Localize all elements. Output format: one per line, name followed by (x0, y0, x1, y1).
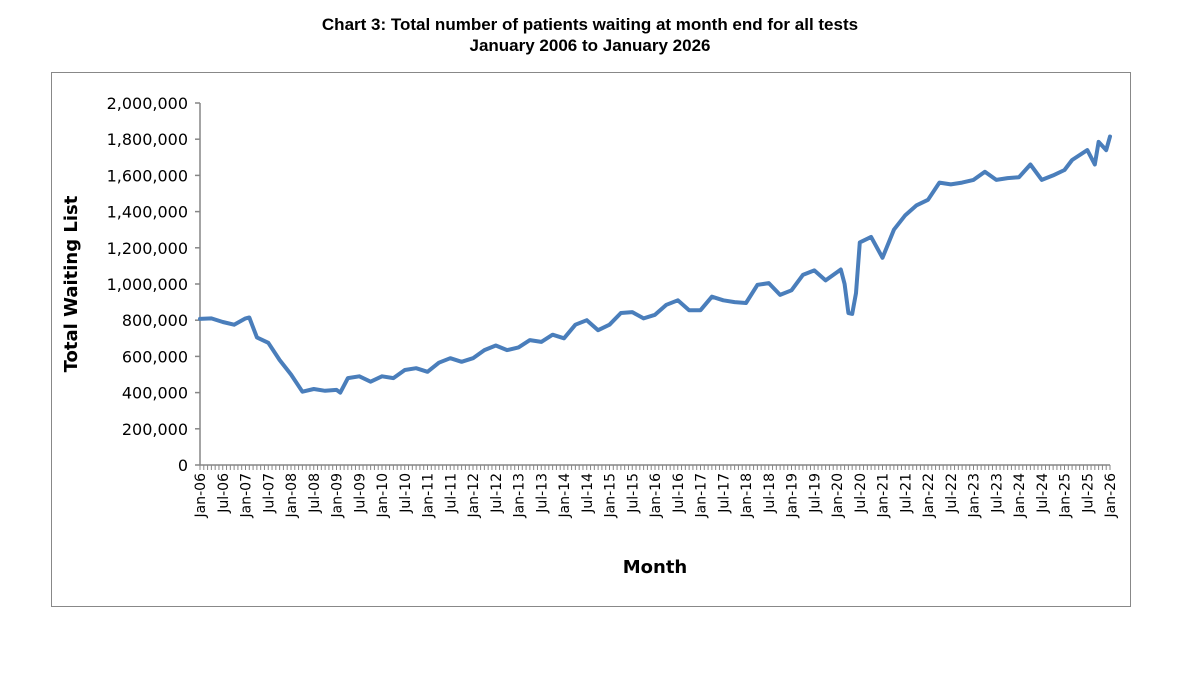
x-tick-label: Jan-08 (284, 473, 300, 518)
x-tick-label: Jul-11 (443, 473, 459, 514)
y-tick-label: 800,000 (122, 311, 188, 330)
x-tick-label: Jul-14 (580, 473, 596, 514)
x-tick-label: Jan-21 (876, 473, 892, 518)
x-tick-label: Jul-15 (625, 473, 641, 514)
y-tick-label: 400,000 (122, 384, 188, 403)
y-tick-label: 200,000 (122, 420, 188, 439)
x-tick-label: Jul-18 (762, 473, 778, 514)
x-tick-label: Jan-07 (239, 473, 255, 518)
x-tick-label: Jan-24 (1012, 473, 1028, 519)
x-tick-label: Jan-26 (1103, 473, 1119, 519)
x-tick-label: Jul-09 (352, 473, 368, 514)
x-tick-label: Jan-16 (648, 473, 664, 519)
x-tick-label: Jan-12 (466, 473, 482, 518)
x-tick-label: Jul-08 (307, 473, 323, 514)
x-tick-label: Jan-17 (694, 473, 710, 518)
chart-frame (51, 72, 1131, 607)
y-tick-label: 600,000 (122, 347, 188, 366)
y-tick-label: 2,000,000 (107, 94, 188, 113)
y-tick-label: 1,200,000 (107, 239, 188, 258)
x-tick-label: Jul-19 (807, 473, 823, 514)
x-tick-label: Jan-09 (330, 473, 346, 518)
x-tick-label: Jan-18 (739, 473, 755, 518)
x-tick-label: Jan-15 (603, 473, 619, 518)
x-tick-label: Jul-07 (261, 473, 277, 514)
y-axis-label: Total Waiting List (61, 195, 82, 372)
x-tick-label: Jul-20 (853, 473, 869, 514)
x-tick-label: Jul-23 (989, 473, 1005, 514)
chart-title: Chart 3: Total number of patients waitin… (0, 14, 1180, 56)
chart-title-line: Chart 3: Total number of patients waitin… (321, 15, 859, 34)
x-tick-label: Jul-12 (489, 473, 505, 514)
x-tick-label: Jan-11 (421, 473, 437, 518)
x-tick-label: Jul-16 (671, 473, 687, 514)
x-tick-label: Jul-21 (898, 473, 914, 514)
x-tick-label: Jul-13 (534, 473, 550, 514)
x-tick-label: Jul-22 (944, 473, 960, 514)
y-tick-label: 0 (178, 456, 188, 475)
x-tick-label: Jul-06 (216, 473, 232, 514)
y-tick-label: 1,600,000 (107, 166, 188, 185)
x-tick-label: Jan-10 (375, 473, 391, 518)
x-tick-label: Jan-20 (830, 473, 846, 518)
x-tick-label: Jan-13 (512, 473, 528, 518)
y-tick-label: 1,400,000 (107, 203, 188, 222)
x-axis-label: Month (623, 557, 688, 578)
x-tick-label: Jan-19 (785, 473, 801, 518)
x-tick-label: Jul-25 (1080, 473, 1096, 514)
y-tick-label: 1,800,000 (107, 130, 188, 149)
y-tick-label: 1,000,000 (107, 275, 188, 294)
x-tick-label: Jan-14 (557, 473, 573, 519)
x-tick-label: Jan-23 (967, 473, 983, 518)
x-tick-label: Jan-22 (921, 473, 937, 518)
x-tick-label: Jul-10 (398, 473, 414, 514)
chart-subtitle: January 2006 to January 2026 (469, 36, 711, 55)
x-tick-label: Jul-17 (716, 473, 732, 514)
x-tick-label: Jan-25 (1058, 473, 1074, 518)
x-tick-label: Jul-24 (1035, 473, 1051, 514)
x-tick-label: Jan-06 (193, 473, 209, 519)
series-line (198, 134, 1112, 395)
